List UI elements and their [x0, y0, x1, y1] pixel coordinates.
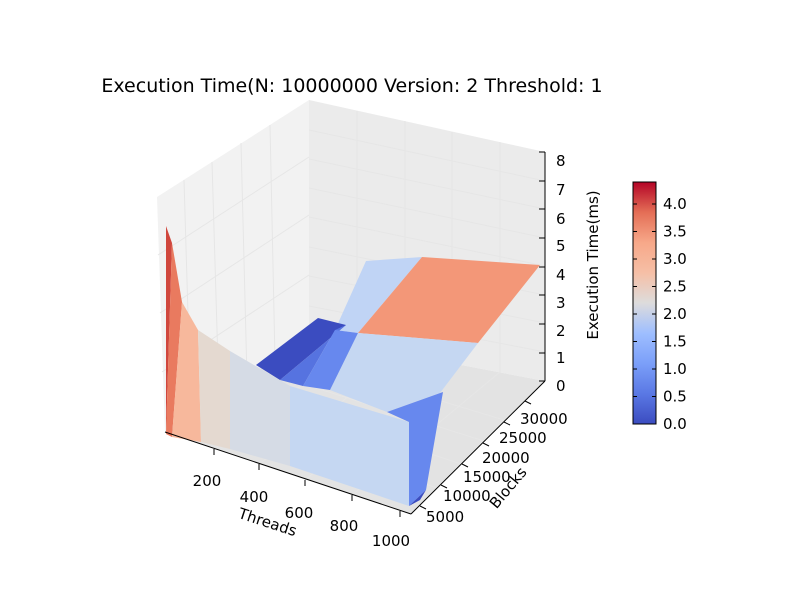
colorbar-tick-label: 1.5: [663, 333, 687, 351]
x-tick-label: 800: [330, 517, 359, 535]
y-tick-label: 15000: [463, 468, 511, 486]
surface-patch: [256, 318, 346, 380]
surface-patch: [290, 386, 409, 506]
z-tick-label: 2: [556, 322, 566, 340]
surface-patch: [166, 226, 172, 434]
z-tick-label: 7: [556, 181, 566, 199]
surface-patch: [198, 330, 230, 449]
x-tick-label: 200: [193, 472, 222, 490]
surface-patch: [358, 257, 540, 343]
z-tick-label: 0: [556, 377, 566, 395]
surface-patch: [280, 325, 346, 386]
surface-patch: [330, 333, 478, 412]
y-tick-label: 20000: [482, 449, 530, 467]
z-tick-label: 3: [556, 294, 566, 312]
z-tick-label: 4: [556, 266, 566, 284]
z-tick-label: 5: [556, 237, 566, 255]
colorbar: 0.0 0.5 1.0 1.5 2.0 2.5 3.0 3.5 4.0: [632, 181, 687, 433]
colorbar-tick-label: 0.0: [663, 415, 687, 433]
z-tick-label: 6: [556, 210, 566, 228]
surface-patch: [172, 302, 201, 442]
surface-patch: [409, 490, 426, 506]
z-tick-label: 1: [556, 349, 566, 367]
y-tick-label: 25000: [499, 429, 547, 447]
colorbar-gradient: [632, 181, 657, 425]
surface-patch: [387, 392, 443, 506]
surface-patch: [166, 243, 182, 437]
colorbar-tick-label: 2.0: [663, 305, 687, 323]
colorbar-tick-label: 3.0: [663, 250, 687, 268]
z-axis: 0 1 2 3 4 5 6 7 8 Execution Time(ms): [539, 151, 602, 395]
y-tick-label: 5000: [426, 508, 464, 526]
x-tick-label: 1000: [372, 532, 410, 550]
colorbar-tick-label: 1.0: [663, 360, 687, 378]
colorbar-tick-label: 0.5: [663, 388, 687, 406]
surface-patch: [335, 257, 422, 333]
y-tick-label: 10000: [443, 487, 491, 505]
colorbar-tick-label: 3.5: [663, 223, 687, 241]
surface-patch: [303, 330, 358, 390]
x-tick-label: 600: [285, 504, 314, 522]
y-tick-label: 30000: [520, 410, 568, 428]
chart-title: Execution Time(N: 10000000 Version: 2 Th…: [101, 75, 602, 97]
surface: [166, 226, 540, 506]
surface-patch: [230, 351, 290, 466]
z-tick-label: 8: [556, 152, 566, 170]
colorbar-tick-label: 2.5: [663, 278, 687, 296]
x-tick-label: 400: [240, 488, 269, 506]
colorbar-tick-label: 4.0: [663, 195, 687, 213]
z-axis-label: Execution Time(ms): [584, 190, 602, 339]
